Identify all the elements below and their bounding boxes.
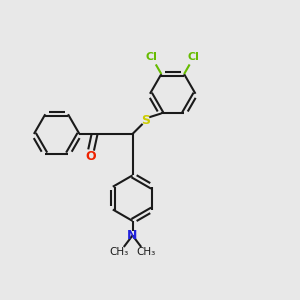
Text: Cl: Cl — [146, 52, 158, 62]
Text: S: S — [141, 114, 150, 127]
Text: CH₃: CH₃ — [110, 247, 129, 257]
Text: N: N — [127, 229, 138, 242]
Text: Cl: Cl — [188, 52, 200, 62]
Text: CH₃: CH₃ — [136, 247, 155, 257]
Text: O: O — [86, 150, 96, 163]
